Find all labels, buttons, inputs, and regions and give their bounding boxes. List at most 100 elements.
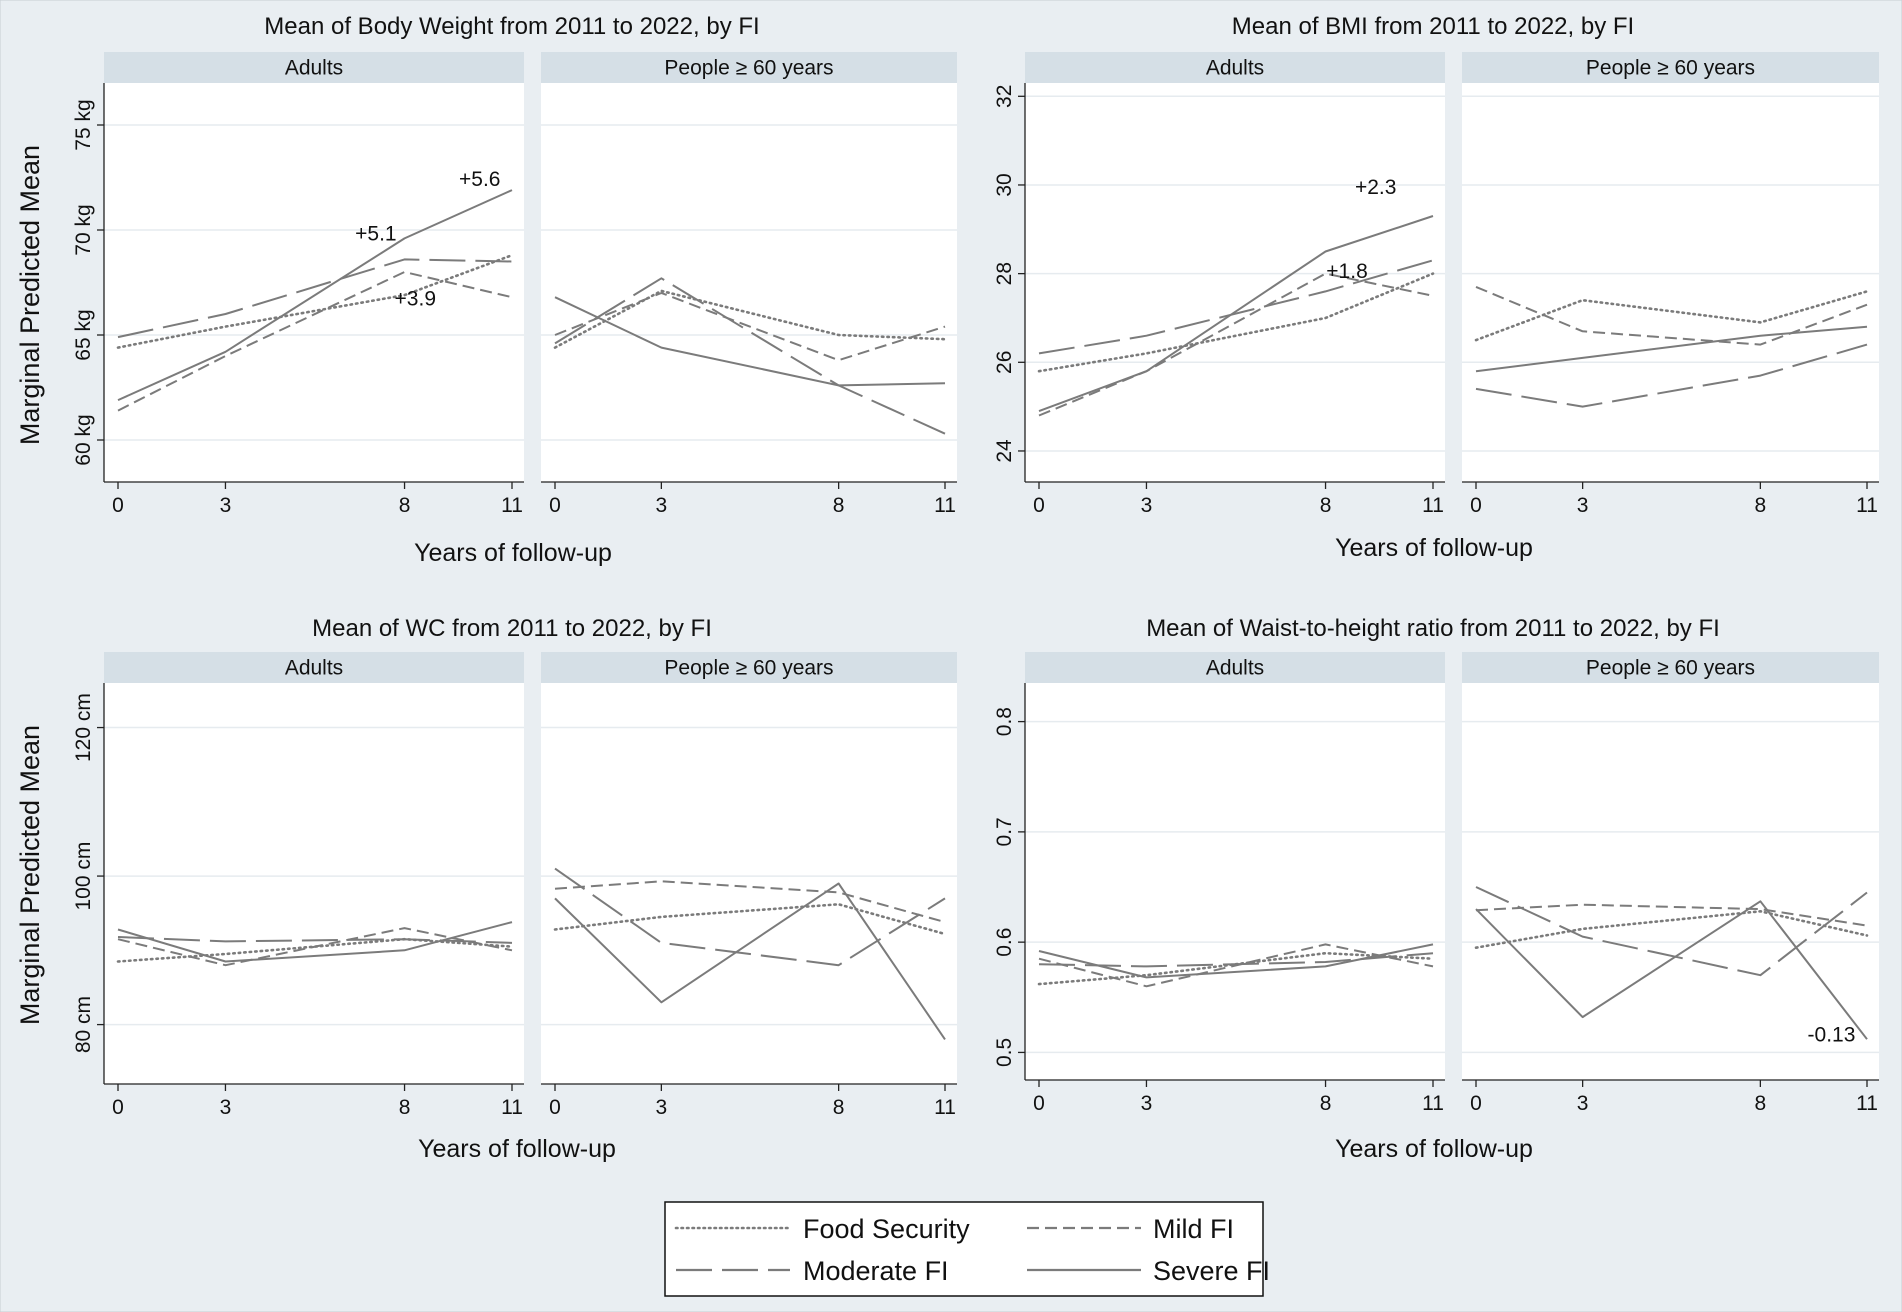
charts-layer: Mean of Body Weight from 2011 to 2022, b… [15, 13, 1879, 1163]
y-tick-label: 28 [993, 262, 1016, 285]
panel-strip-label: Adults [1206, 657, 1264, 680]
chart-1-panel-2: People ≥ 60 years 0 3 8 11 [541, 52, 957, 517]
series-line-mild-fi [1038, 272, 1434, 417]
annotation-label: +3.9 [395, 288, 436, 311]
x-tick-label: 0 [1470, 494, 1482, 517]
series-line-mild-fi [1475, 285, 1868, 346]
chart-3-panel-1: Adults 80 cm 100 cm 120 cm 0 3 8 11 [72, 652, 524, 1119]
x-tick-label: 8 [1320, 494, 1332, 517]
plot-area [104, 683, 524, 1084]
panel-strip [1025, 652, 1445, 683]
x-tick-label: 3 [220, 494, 232, 517]
panel-strip [541, 52, 957, 83]
chart-4-panel-2: People ≥ 60 years 0 3 8 11 -0.13 [1462, 652, 1879, 1115]
series-line-moderate-fi [117, 936, 513, 944]
series-line-severe-fi [1038, 943, 1434, 979]
y-tick-label: 0.7 [993, 817, 1016, 846]
x-tick-label: 11 [1422, 1092, 1444, 1115]
chart-1-title: Mean of Body Weight from 2011 to 2022, b… [264, 13, 759, 40]
x-tick-label: 11 [1422, 494, 1444, 517]
y-tick-label: 65 kg [72, 309, 95, 360]
series-line-food-security [1037, 272, 1435, 373]
x-tick-label: 8 [399, 1096, 411, 1119]
chart-2: Mean of BMI from 2011 to 2022, by FI Adul… [993, 13, 1879, 562]
panel-strip-label: People ≥ 60 years [664, 57, 833, 80]
series-line-moderate-fi [554, 277, 946, 435]
chart-2-panel-1: Adults 24 26 28 30 32 0 3 8 11 +2.3 +1.8 [993, 52, 1445, 517]
x-tick-label: 11 [501, 1096, 523, 1119]
x-tick-label: 3 [1141, 1092, 1153, 1115]
x-tick-label: 11 [1856, 494, 1878, 517]
series-line-severe-fi [117, 189, 513, 402]
panel-strip [104, 52, 524, 83]
legend-moderate-fi-label: Moderate FI [803, 1256, 949, 1286]
plot-area [104, 83, 524, 482]
chart-1: Mean of Body Weight from 2011 to 2022, b… [15, 13, 957, 567]
chart-1-x-axis-title: Years of follow-up [414, 539, 612, 567]
plot-area [1462, 83, 1879, 482]
legend-severe-fi-label: Severe FI [1153, 1256, 1270, 1286]
legend-box [664, 1201, 1264, 1297]
panel-strip-label: Adults [285, 657, 343, 680]
x-tick-label: 0 [549, 1096, 561, 1119]
chart-3: Mean of WC from 2011 to 2022, by FI Adult… [15, 615, 957, 1163]
series-line-severe-fi [554, 296, 946, 387]
series-line-severe-fi [1475, 325, 1868, 373]
series-line-moderate-fi [117, 258, 513, 339]
plot-area [1025, 683, 1445, 1080]
x-tick-label: 3 [1577, 1092, 1589, 1115]
series-line-food-security [553, 289, 947, 349]
y-tick-label: 30 [993, 173, 1016, 196]
panel-strip [1462, 652, 1879, 683]
x-tick-label: 3 [220, 1096, 232, 1119]
series-line-food-security [1474, 909, 1869, 950]
x-tick-label: 3 [1141, 494, 1153, 517]
chart-4: Mean of Waist-to-height ratio from 2011 … [993, 615, 1879, 1163]
panel-strip-label: Adults [285, 57, 343, 80]
y-tick-label: 26 [993, 351, 1016, 374]
panel-strip-label: People ≥ 60 years [664, 657, 833, 680]
legend-food-security-label: Food Security [803, 1214, 970, 1244]
y-tick-label: 32 [993, 85, 1016, 108]
x-tick-label: 8 [833, 494, 845, 517]
panel-strip-label: People ≥ 60 years [1586, 657, 1755, 680]
x-tick-label: 11 [934, 1096, 956, 1119]
chart-2-panel-2: People ≥ 60 years 0 3 8 11 [1462, 52, 1879, 517]
x-tick-label: 0 [1033, 1092, 1045, 1115]
y-tick-label: 100 cm [72, 842, 95, 911]
x-tick-label: 0 [112, 1096, 124, 1119]
panel-strip [1462, 52, 1879, 83]
series-line-moderate-fi [1475, 886, 1868, 977]
series-line-severe-fi [1475, 900, 1868, 1040]
series-line-mild-fi [117, 271, 513, 412]
series-line-moderate-fi [554, 867, 946, 967]
series-line-severe-fi [1038, 215, 1434, 413]
chart-1-y-axis-title: Marginal Predicted Mean [15, 145, 45, 445]
panel-strip [541, 652, 957, 683]
series-line-mild-fi [117, 927, 513, 967]
x-tick-label: 8 [399, 494, 411, 517]
series-line-severe-fi [554, 882, 946, 1040]
chart-2-x-axis-title: Years of follow-up [1335, 534, 1533, 562]
y-tick-label: 80 cm [72, 996, 95, 1053]
series-line-food-security [116, 253, 514, 349]
x-tick-label: 8 [1320, 1092, 1332, 1115]
annotation-label: -0.13 [1808, 1023, 1856, 1046]
x-tick-label: 8 [1755, 494, 1767, 517]
chart-3-x-axis-title: Years of follow-up [418, 1135, 616, 1163]
y-tick-label: 75 kg [72, 99, 95, 150]
plot-area [541, 683, 957, 1084]
series-line-moderate-fi [1038, 259, 1434, 355]
legend: Food Security Mild FI Moderate FI Severe… [664, 1201, 1270, 1297]
plot-area [541, 83, 957, 482]
annotation-label: +2.3 [1355, 176, 1396, 199]
legend-mild-fi-label: Mild FI [1153, 1214, 1234, 1244]
x-tick-label: 0 [1470, 1092, 1482, 1115]
chart-4-title: Mean of Waist-to-height ratio from 2011 … [1146, 615, 1720, 642]
y-tick-label: 70 kg [72, 204, 95, 255]
chart-2-title: Mean of BMI from 2011 to 2022, by FI [1232, 13, 1634, 40]
series-line-moderate-fi [1475, 343, 1868, 408]
x-tick-label: 3 [656, 1096, 668, 1119]
series-line-moderate-fi [1038, 952, 1434, 968]
series-line-food-security [1474, 290, 1869, 342]
